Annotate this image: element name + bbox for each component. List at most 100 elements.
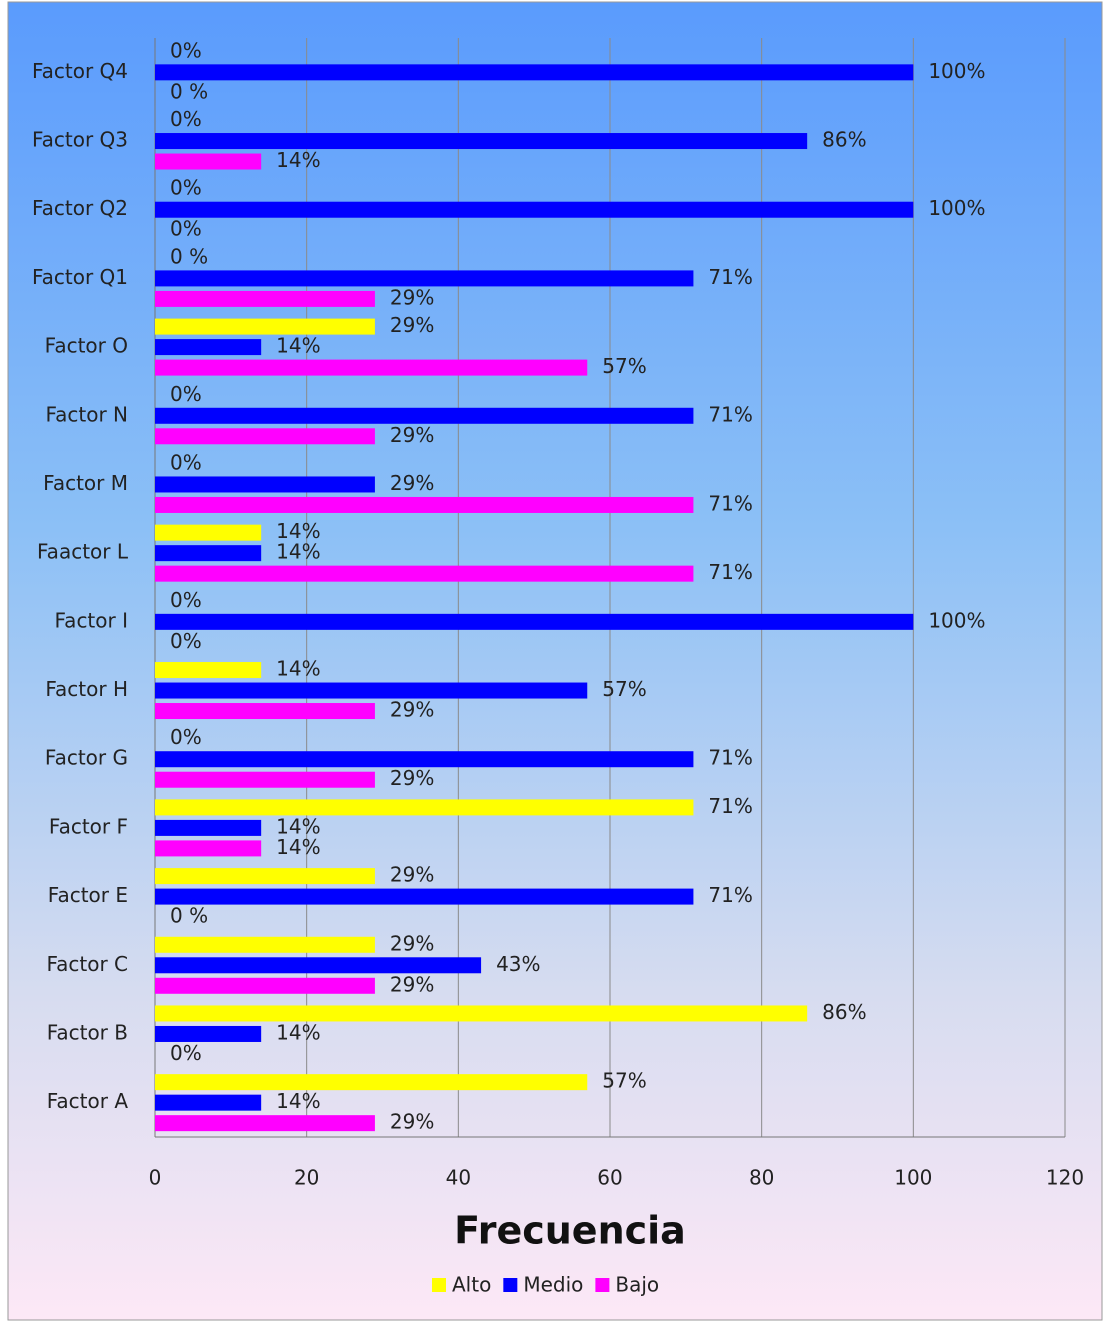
x-tick-label: 40	[446, 1166, 471, 1190]
value-label: 29%	[390, 1110, 434, 1134]
value-label: 14%	[276, 835, 320, 859]
value-label: 29%	[390, 698, 434, 722]
value-label: 0%	[170, 1041, 202, 1065]
value-label: 14%	[276, 1089, 320, 1113]
legend-swatch	[503, 1278, 518, 1292]
x-tick-label: 80	[749, 1166, 774, 1190]
value-label: 0%	[170, 450, 202, 474]
value-label: 14%	[276, 1020, 320, 1044]
bar	[155, 840, 262, 857]
bar	[155, 703, 375, 720]
value-label: 71%	[708, 794, 752, 818]
value-label: 0%	[170, 629, 202, 653]
value-label: 43%	[496, 952, 540, 976]
value-label: 86%	[822, 128, 866, 152]
bar	[155, 682, 588, 699]
value-label: 14%	[276, 519, 320, 543]
value-label: 71%	[708, 883, 752, 907]
value-label: 71%	[708, 402, 752, 426]
value-label: 71%	[708, 491, 752, 515]
legend-swatch	[432, 1278, 446, 1292]
bar	[155, 662, 262, 679]
value-label: 71%	[708, 746, 752, 770]
value-label: 29%	[390, 766, 434, 790]
value-label: 100%	[928, 608, 985, 632]
bar	[155, 524, 262, 541]
value-label: 29%	[390, 471, 434, 495]
bar	[155, 819, 262, 836]
value-label: 57%	[602, 677, 646, 701]
bar	[155, 318, 375, 335]
value-label: 29%	[390, 972, 434, 996]
legend-label: Medio	[523, 1273, 583, 1297]
bar	[155, 751, 694, 768]
value-label: 14%	[276, 540, 320, 564]
value-label: 0%	[170, 38, 202, 62]
x-tick-label: 20	[294, 1166, 319, 1190]
bar	[155, 153, 262, 170]
y-tick-label: Factor F	[49, 814, 128, 838]
y-tick-label: Factor Q4	[32, 59, 128, 83]
y-tick-label: Factor M	[43, 471, 128, 495]
y-tick-label: Factor Q3	[32, 128, 128, 152]
value-label: 57%	[602, 354, 646, 378]
value-label: 29%	[390, 285, 434, 309]
bar	[155, 496, 694, 513]
bar	[155, 201, 914, 218]
bar	[155, 64, 914, 81]
y-tick-label: Factor I	[55, 608, 128, 632]
y-tick-label: Factor Q2	[32, 196, 128, 220]
bar	[155, 1005, 808, 1022]
y-tick-label: Factor A	[47, 1089, 129, 1113]
y-tick-label: Factor O	[45, 334, 128, 358]
value-label: 0%	[170, 107, 202, 131]
value-label: 14%	[276, 814, 320, 838]
y-tick-label: Factor H	[45, 677, 128, 701]
legend-label: Alto	[452, 1273, 491, 1297]
value-label: 57%	[602, 1069, 646, 1093]
bar	[155, 1025, 262, 1042]
bar	[155, 339, 262, 356]
bar	[155, 1115, 375, 1132]
y-tick-label: Factor Q1	[32, 265, 128, 289]
bar	[155, 868, 375, 885]
bar	[155, 771, 375, 788]
value-label: 100%	[928, 196, 985, 220]
legend-label: Bajo	[615, 1273, 659, 1297]
y-tick-label: Factor C	[46, 952, 128, 976]
y-tick-label: Faactor L	[37, 540, 129, 564]
bar	[155, 936, 375, 953]
value-label: 29%	[390, 863, 434, 887]
bar	[155, 799, 694, 816]
y-tick-label: Factor B	[47, 1020, 128, 1044]
value-label: 100%	[928, 59, 985, 83]
bar	[155, 957, 482, 974]
value-label: 0%	[170, 588, 202, 612]
bar	[155, 545, 262, 562]
x-tick-label: 60	[597, 1166, 622, 1190]
bar	[155, 1074, 588, 1091]
y-tick-label: Factor G	[45, 746, 128, 770]
value-label: 71%	[708, 560, 752, 584]
x-tick-label: 0	[149, 1166, 162, 1190]
value-label: 29%	[390, 931, 434, 955]
value-label: 14%	[276, 334, 320, 358]
bar	[155, 613, 914, 630]
legend-swatch	[595, 1278, 610, 1292]
bar	[155, 1094, 262, 1111]
value-label: 0%	[170, 382, 202, 406]
value-label: 0%	[170, 176, 202, 200]
value-label: 29%	[390, 423, 434, 447]
value-label: 0%	[170, 725, 202, 749]
value-label: 86%	[822, 1000, 866, 1024]
value-label: 0 %	[170, 244, 208, 268]
value-label: 14%	[276, 657, 320, 681]
value-label: 71%	[708, 265, 752, 289]
value-label: 0 %	[170, 79, 208, 103]
value-label: 0 %	[170, 904, 208, 928]
y-tick-label: Factor N	[45, 402, 128, 426]
y-tick-label: Factor E	[48, 883, 128, 907]
x-tick-label: 120	[1046, 1166, 1084, 1190]
value-label: 29%	[390, 313, 434, 337]
